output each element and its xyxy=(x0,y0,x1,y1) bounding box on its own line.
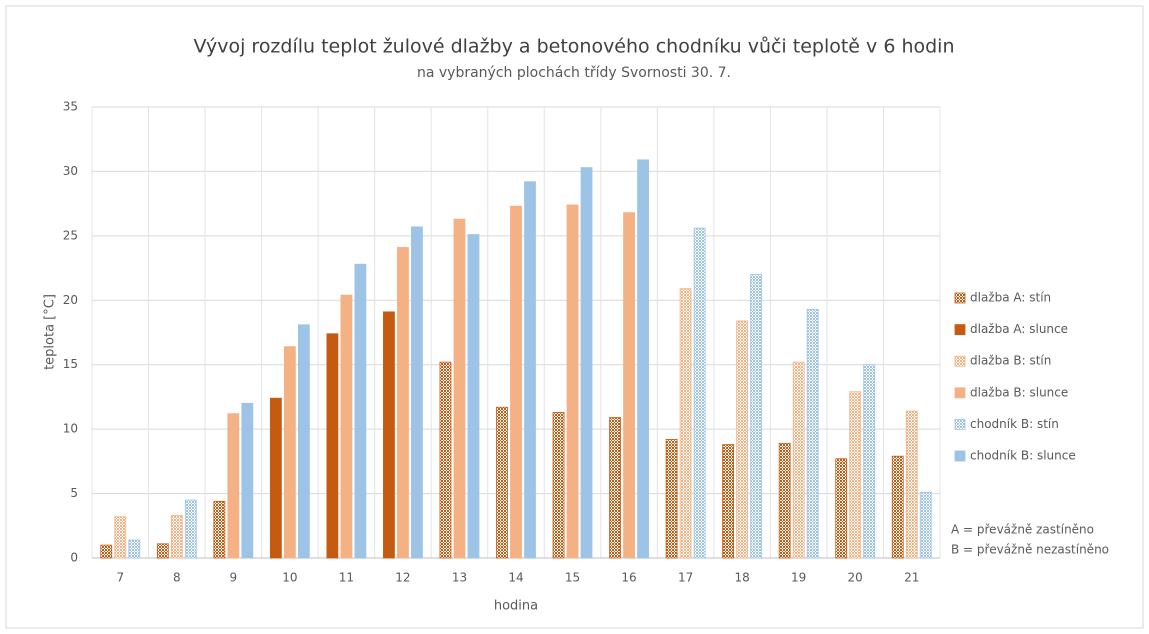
bar xyxy=(623,212,635,559)
legend-swatch xyxy=(954,324,966,336)
chart-title: Vývoj rozdílu teplot žulové dlažby a bet… xyxy=(194,36,955,58)
bar xyxy=(609,417,621,559)
y-tick-label: 30 xyxy=(63,164,78,178)
bar xyxy=(580,167,593,559)
x-tick-label: 19 xyxy=(791,571,806,585)
x-tick-label: 10 xyxy=(282,571,297,585)
legend-label: dlažba A: slunce xyxy=(970,322,1068,336)
y-tick-label: 10 xyxy=(63,422,78,436)
chart-subtitle: na vybraných plochách třídy Svornosti 30… xyxy=(417,65,731,81)
bar xyxy=(467,234,480,559)
x-tick-label: 12 xyxy=(395,571,410,585)
bar xyxy=(383,311,395,559)
x-tick-label: 21 xyxy=(904,571,919,585)
bar xyxy=(524,181,536,559)
bar xyxy=(806,308,819,559)
bar xyxy=(693,227,706,559)
bar xyxy=(397,247,409,559)
legend-swatch xyxy=(954,355,966,367)
y-tick-label: 15 xyxy=(63,357,78,371)
bar xyxy=(637,159,649,559)
legend-swatch xyxy=(954,292,966,304)
bar xyxy=(891,455,904,559)
bar xyxy=(496,406,508,559)
bar xyxy=(552,411,565,559)
legend-swatch xyxy=(954,387,966,399)
x-tick-label: 16 xyxy=(621,571,636,585)
bar xyxy=(128,539,141,559)
legend-swatch xyxy=(954,418,966,430)
bar xyxy=(736,320,749,559)
x-tick-label: 17 xyxy=(678,571,693,585)
legend-label: chodník B: stín xyxy=(970,417,1059,431)
bar xyxy=(326,333,339,559)
legend-label: dlažba B: stín xyxy=(970,354,1051,368)
bar xyxy=(354,263,367,559)
bar xyxy=(835,458,848,559)
note: B = převážně nezastíněno xyxy=(951,543,1109,557)
bar xyxy=(269,397,282,559)
x-tick-label: 7 xyxy=(116,571,124,585)
bar xyxy=(184,499,197,559)
x-tick-label: 11 xyxy=(339,571,354,585)
note: A = převážně zastíněno xyxy=(951,523,1094,537)
bar xyxy=(100,544,113,559)
bar xyxy=(792,361,805,559)
bar xyxy=(156,543,169,559)
y-tick-label: 0 xyxy=(70,551,78,565)
y-axis-label: teplota [°C] xyxy=(43,294,58,370)
bar xyxy=(340,294,353,559)
bar xyxy=(411,226,423,559)
bar xyxy=(227,413,240,559)
bar xyxy=(241,402,254,559)
bar xyxy=(849,391,862,559)
x-tick-label: 20 xyxy=(848,571,863,585)
bar xyxy=(722,444,735,559)
y-tick-label: 20 xyxy=(63,293,78,307)
bar xyxy=(919,491,932,559)
x-tick-label: 14 xyxy=(508,571,523,585)
bar xyxy=(665,439,678,559)
bar xyxy=(453,218,466,559)
bar xyxy=(213,500,226,559)
bar xyxy=(566,204,579,559)
bar xyxy=(114,516,127,559)
bar xyxy=(778,442,791,559)
bar xyxy=(905,410,918,559)
legend-label: dlažba A: stín xyxy=(970,291,1051,305)
bar xyxy=(863,364,876,559)
bar xyxy=(439,361,452,559)
x-tick-label: 13 xyxy=(452,571,467,585)
x-tick-label: 18 xyxy=(734,571,749,585)
legend-label: dlažba B: slunce xyxy=(970,385,1068,399)
bar xyxy=(750,274,763,559)
bar xyxy=(283,346,296,559)
legend-label: chodník B: slunce xyxy=(970,449,1076,463)
y-tick-label: 5 xyxy=(70,486,78,500)
x-tick-label: 9 xyxy=(230,571,238,585)
legend-swatch xyxy=(954,450,966,462)
x-tick-label: 8 xyxy=(173,571,181,585)
x-axis-label: hodina xyxy=(494,599,538,614)
y-tick-label: 25 xyxy=(63,228,78,242)
y-tick-label: 35 xyxy=(63,100,78,114)
bar xyxy=(679,288,692,559)
x-tick-label: 15 xyxy=(565,571,580,585)
bar xyxy=(510,205,522,559)
bar xyxy=(297,324,310,559)
bar xyxy=(170,515,183,559)
